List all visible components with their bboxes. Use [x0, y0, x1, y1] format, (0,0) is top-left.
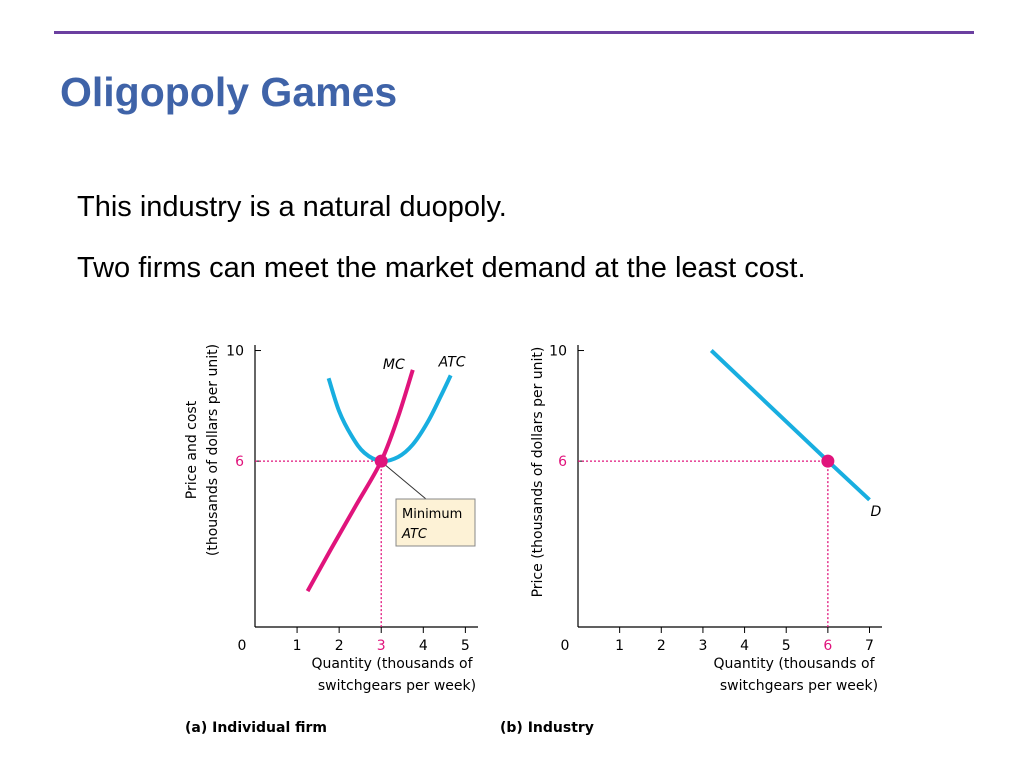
demand-curve: [709, 349, 871, 502]
panel-individual-firm: Price and cost (thousands of dollars per…: [184, 344, 478, 736]
body-line-2: Two firms can meet the market demand at …: [77, 252, 806, 284]
x-tick-label-b-0: 0: [561, 638, 570, 654]
mc-curve: [305, 369, 415, 593]
ylabel-b: Price (thousands of dollars per unit): [530, 347, 546, 598]
x-tick-label-a-4: 4: [419, 638, 428, 654]
x-tick-label-a-3: 3: [377, 638, 386, 654]
x-tick-label-a-1: 1: [293, 638, 302, 654]
top-rule: [54, 31, 974, 34]
x-tick-label-b-5: 5: [782, 638, 791, 654]
caption-a: (a) Individual firm: [185, 720, 327, 736]
y-tick-label-b-6: 6: [558, 454, 567, 470]
body-line-1: This industry is a natural duopoly.: [77, 191, 507, 223]
mc-label: MC: [383, 357, 405, 373]
slide-title: Oligopoly Games: [60, 69, 398, 115]
xlabel-a-line1: Quantity (thousands of: [311, 656, 473, 672]
caption-b: (b) Industry: [500, 720, 594, 736]
x-tick-label-b-1: 1: [615, 638, 624, 654]
x-tick-label-b-3: 3: [698, 638, 707, 654]
annotation-line1: Minimum: [402, 507, 462, 522]
x-tick-label-a-2: 2: [335, 638, 344, 654]
x-tick-label-b-4: 4: [740, 638, 749, 654]
min-atc-point: [374, 454, 388, 468]
demand-label: D: [871, 504, 882, 520]
y-tick-label-b-10: 10: [549, 344, 567, 360]
y-tick-label-a-6: 6: [235, 454, 244, 470]
x-tick-label-b-7: 7: [865, 638, 874, 654]
atc-curve: [326, 374, 453, 464]
x-tick-label-b-2: 2: [657, 638, 666, 654]
atc-label: ATC: [438, 354, 466, 370]
annotation-leader: [383, 463, 427, 500]
xlabel-b-line1: Quantity (thousands of: [713, 656, 875, 672]
panel-industry: Price (thousands of dollars per unit) Qu…: [500, 344, 882, 736]
x-tick-label-a-0: 0: [238, 638, 247, 654]
market-point: [821, 454, 835, 468]
x-tick-label-b-6: 6: [823, 638, 832, 654]
x-tick-label-a-5: 5: [461, 638, 470, 654]
xlabel-b-line2: switchgears per week): [720, 678, 878, 694]
annotation-box: [395, 498, 476, 547]
annotation-line2: ATC: [401, 527, 428, 542]
ylabel-a-line1: Price and cost: [184, 400, 200, 499]
y-tick-label-a-10: 10: [226, 344, 244, 360]
ylabel-a-line2: (thousands of dollars per unit): [205, 344, 221, 556]
xlabel-a-line2: switchgears per week): [318, 678, 476, 694]
